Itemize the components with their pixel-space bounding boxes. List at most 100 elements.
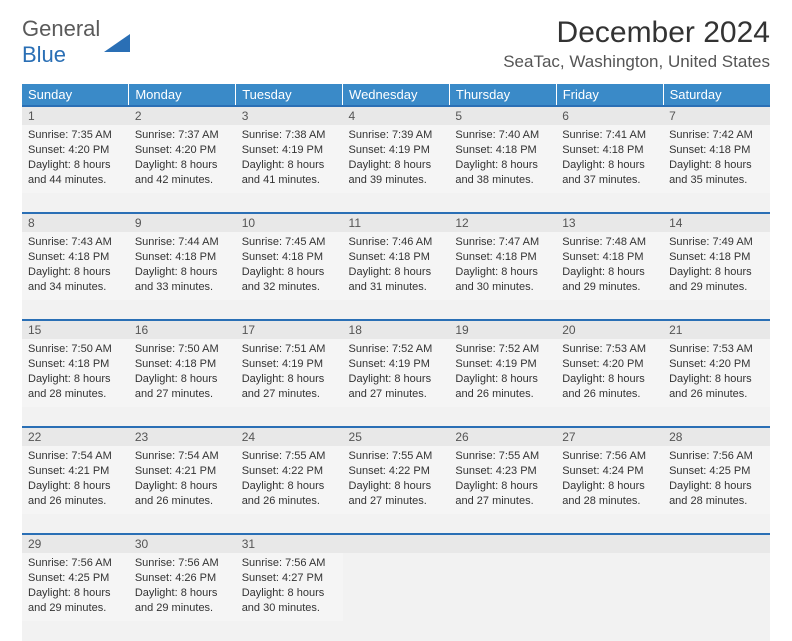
daylight-text: Daylight: 8 hours and 34 minutes. bbox=[28, 265, 123, 295]
sunset-text: Sunset: 4:19 PM bbox=[455, 357, 550, 372]
sunset-text: Sunset: 4:22 PM bbox=[242, 464, 337, 479]
empty-cell bbox=[449, 534, 556, 553]
weekday-header: Monday bbox=[129, 84, 236, 106]
day-number-cell: 3 bbox=[236, 106, 343, 125]
daylight-text: Daylight: 8 hours and 38 minutes. bbox=[455, 158, 550, 188]
day-number: 28 bbox=[663, 428, 770, 446]
day-number-cell: 20 bbox=[556, 320, 663, 339]
calendar-body: 1234567Sunrise: 7:35 AMSunset: 4:20 PMDa… bbox=[22, 106, 770, 641]
daylight-text: Daylight: 8 hours and 26 minutes. bbox=[242, 479, 337, 509]
sunset-text: Sunset: 4:18 PM bbox=[669, 250, 764, 265]
sunrise-text: Sunrise: 7:39 AM bbox=[349, 128, 444, 143]
day-number: 21 bbox=[663, 321, 770, 339]
day-number-row: 15161718192021 bbox=[22, 320, 770, 339]
sunset-text: Sunset: 4:21 PM bbox=[28, 464, 123, 479]
day-body: Sunrise: 7:53 AMSunset: 4:20 PMDaylight:… bbox=[663, 339, 770, 407]
daylight-text: Daylight: 8 hours and 26 minutes. bbox=[455, 372, 550, 402]
sunrise-text: Sunrise: 7:50 AM bbox=[135, 342, 230, 357]
daylight-text: Daylight: 8 hours and 26 minutes. bbox=[28, 479, 123, 509]
sunset-text: Sunset: 4:26 PM bbox=[135, 571, 230, 586]
weekday-header: Saturday bbox=[663, 84, 770, 106]
daylight-text: Daylight: 8 hours and 27 minutes. bbox=[135, 372, 230, 402]
day-number: 22 bbox=[22, 428, 129, 446]
daylight-text: Daylight: 8 hours and 29 minutes. bbox=[562, 265, 657, 295]
day-body-row: Sunrise: 7:50 AMSunset: 4:18 PMDaylight:… bbox=[22, 339, 770, 427]
sunrise-text: Sunrise: 7:43 AM bbox=[28, 235, 123, 250]
day-body: Sunrise: 7:42 AMSunset: 4:18 PMDaylight:… bbox=[663, 125, 770, 193]
day-number-cell: 18 bbox=[343, 320, 450, 339]
day-body: Sunrise: 7:49 AMSunset: 4:18 PMDaylight:… bbox=[663, 232, 770, 300]
sunset-text: Sunset: 4:18 PM bbox=[28, 250, 123, 265]
day-number: 6 bbox=[556, 107, 663, 125]
sunset-text: Sunset: 4:27 PM bbox=[242, 571, 337, 586]
day-cell: Sunrise: 7:56 AMSunset: 4:27 PMDaylight:… bbox=[236, 553, 343, 641]
sunset-text: Sunset: 4:25 PM bbox=[669, 464, 764, 479]
daylight-text: Daylight: 8 hours and 39 minutes. bbox=[349, 158, 444, 188]
day-number-cell: 29 bbox=[22, 534, 129, 553]
day-body: Sunrise: 7:44 AMSunset: 4:18 PMDaylight:… bbox=[129, 232, 236, 300]
sunrise-text: Sunrise: 7:45 AM bbox=[242, 235, 337, 250]
sunrise-text: Sunrise: 7:52 AM bbox=[349, 342, 444, 357]
day-number-cell: 30 bbox=[129, 534, 236, 553]
sunset-text: Sunset: 4:18 PM bbox=[135, 357, 230, 372]
sunrise-text: Sunrise: 7:41 AM bbox=[562, 128, 657, 143]
daylight-text: Daylight: 8 hours and 31 minutes. bbox=[349, 265, 444, 295]
daylight-text: Daylight: 8 hours and 42 minutes. bbox=[135, 158, 230, 188]
day-body: Sunrise: 7:55 AMSunset: 4:23 PMDaylight:… bbox=[449, 446, 556, 514]
sunset-text: Sunset: 4:19 PM bbox=[242, 357, 337, 372]
sunrise-text: Sunrise: 7:54 AM bbox=[135, 449, 230, 464]
day-cell: Sunrise: 7:49 AMSunset: 4:18 PMDaylight:… bbox=[663, 232, 770, 320]
day-body: Sunrise: 7:43 AMSunset: 4:18 PMDaylight:… bbox=[22, 232, 129, 300]
day-number: 14 bbox=[663, 214, 770, 232]
day-number: 4 bbox=[343, 107, 450, 125]
day-body: Sunrise: 7:56 AMSunset: 4:26 PMDaylight:… bbox=[129, 553, 236, 621]
daylight-text: Daylight: 8 hours and 26 minutes. bbox=[135, 479, 230, 509]
daylight-text: Daylight: 8 hours and 30 minutes. bbox=[242, 586, 337, 616]
day-number-cell: 23 bbox=[129, 427, 236, 446]
sunrise-text: Sunrise: 7:53 AM bbox=[562, 342, 657, 357]
weekday-header: Sunday bbox=[22, 84, 129, 106]
day-number: 25 bbox=[343, 428, 450, 446]
day-number: 15 bbox=[22, 321, 129, 339]
day-number-cell: 31 bbox=[236, 534, 343, 553]
day-number-cell: 12 bbox=[449, 213, 556, 232]
day-number-cell: 24 bbox=[236, 427, 343, 446]
day-number-cell: 5 bbox=[449, 106, 556, 125]
daylight-text: Daylight: 8 hours and 27 minutes. bbox=[455, 479, 550, 509]
day-cell: Sunrise: 7:55 AMSunset: 4:23 PMDaylight:… bbox=[449, 446, 556, 534]
day-number: 2 bbox=[129, 107, 236, 125]
day-number-cell: 7 bbox=[663, 106, 770, 125]
day-cell: Sunrise: 7:45 AMSunset: 4:18 PMDaylight:… bbox=[236, 232, 343, 320]
day-cell: Sunrise: 7:43 AMSunset: 4:18 PMDaylight:… bbox=[22, 232, 129, 320]
empty-cell bbox=[556, 534, 663, 553]
day-number: 20 bbox=[556, 321, 663, 339]
day-body: Sunrise: 7:39 AMSunset: 4:19 PMDaylight:… bbox=[343, 125, 450, 193]
daylight-text: Daylight: 8 hours and 37 minutes. bbox=[562, 158, 657, 188]
day-number-cell: 17 bbox=[236, 320, 343, 339]
day-number: 29 bbox=[22, 535, 129, 553]
day-number-cell: 4 bbox=[343, 106, 450, 125]
day-body: Sunrise: 7:48 AMSunset: 4:18 PMDaylight:… bbox=[556, 232, 663, 300]
empty-cell bbox=[343, 553, 450, 641]
day-number-row: 891011121314 bbox=[22, 213, 770, 232]
sunset-text: Sunset: 4:19 PM bbox=[242, 143, 337, 158]
day-body-row: Sunrise: 7:43 AMSunset: 4:18 PMDaylight:… bbox=[22, 232, 770, 320]
day-number: 11 bbox=[343, 214, 450, 232]
sunset-text: Sunset: 4:20 PM bbox=[562, 357, 657, 372]
day-cell: Sunrise: 7:35 AMSunset: 4:20 PMDaylight:… bbox=[22, 125, 129, 213]
day-number: 17 bbox=[236, 321, 343, 339]
day-body: Sunrise: 7:40 AMSunset: 4:18 PMDaylight:… bbox=[449, 125, 556, 193]
day-cell: Sunrise: 7:54 AMSunset: 4:21 PMDaylight:… bbox=[22, 446, 129, 534]
day-body: Sunrise: 7:56 AMSunset: 4:25 PMDaylight:… bbox=[663, 446, 770, 514]
sunrise-text: Sunrise: 7:35 AM bbox=[28, 128, 123, 143]
day-cell: Sunrise: 7:56 AMSunset: 4:24 PMDaylight:… bbox=[556, 446, 663, 534]
daylight-text: Daylight: 8 hours and 26 minutes. bbox=[669, 372, 764, 402]
daylight-text: Daylight: 8 hours and 41 minutes. bbox=[242, 158, 337, 188]
empty-cell bbox=[556, 553, 663, 641]
daylight-text: Daylight: 8 hours and 28 minutes. bbox=[28, 372, 123, 402]
day-number-cell: 21 bbox=[663, 320, 770, 339]
day-cell: Sunrise: 7:46 AMSunset: 4:18 PMDaylight:… bbox=[343, 232, 450, 320]
title-block: December 2024 SeaTac, Washington, United… bbox=[503, 16, 770, 72]
daylight-text: Daylight: 8 hours and 28 minutes. bbox=[669, 479, 764, 509]
day-body-row: Sunrise: 7:54 AMSunset: 4:21 PMDaylight:… bbox=[22, 446, 770, 534]
